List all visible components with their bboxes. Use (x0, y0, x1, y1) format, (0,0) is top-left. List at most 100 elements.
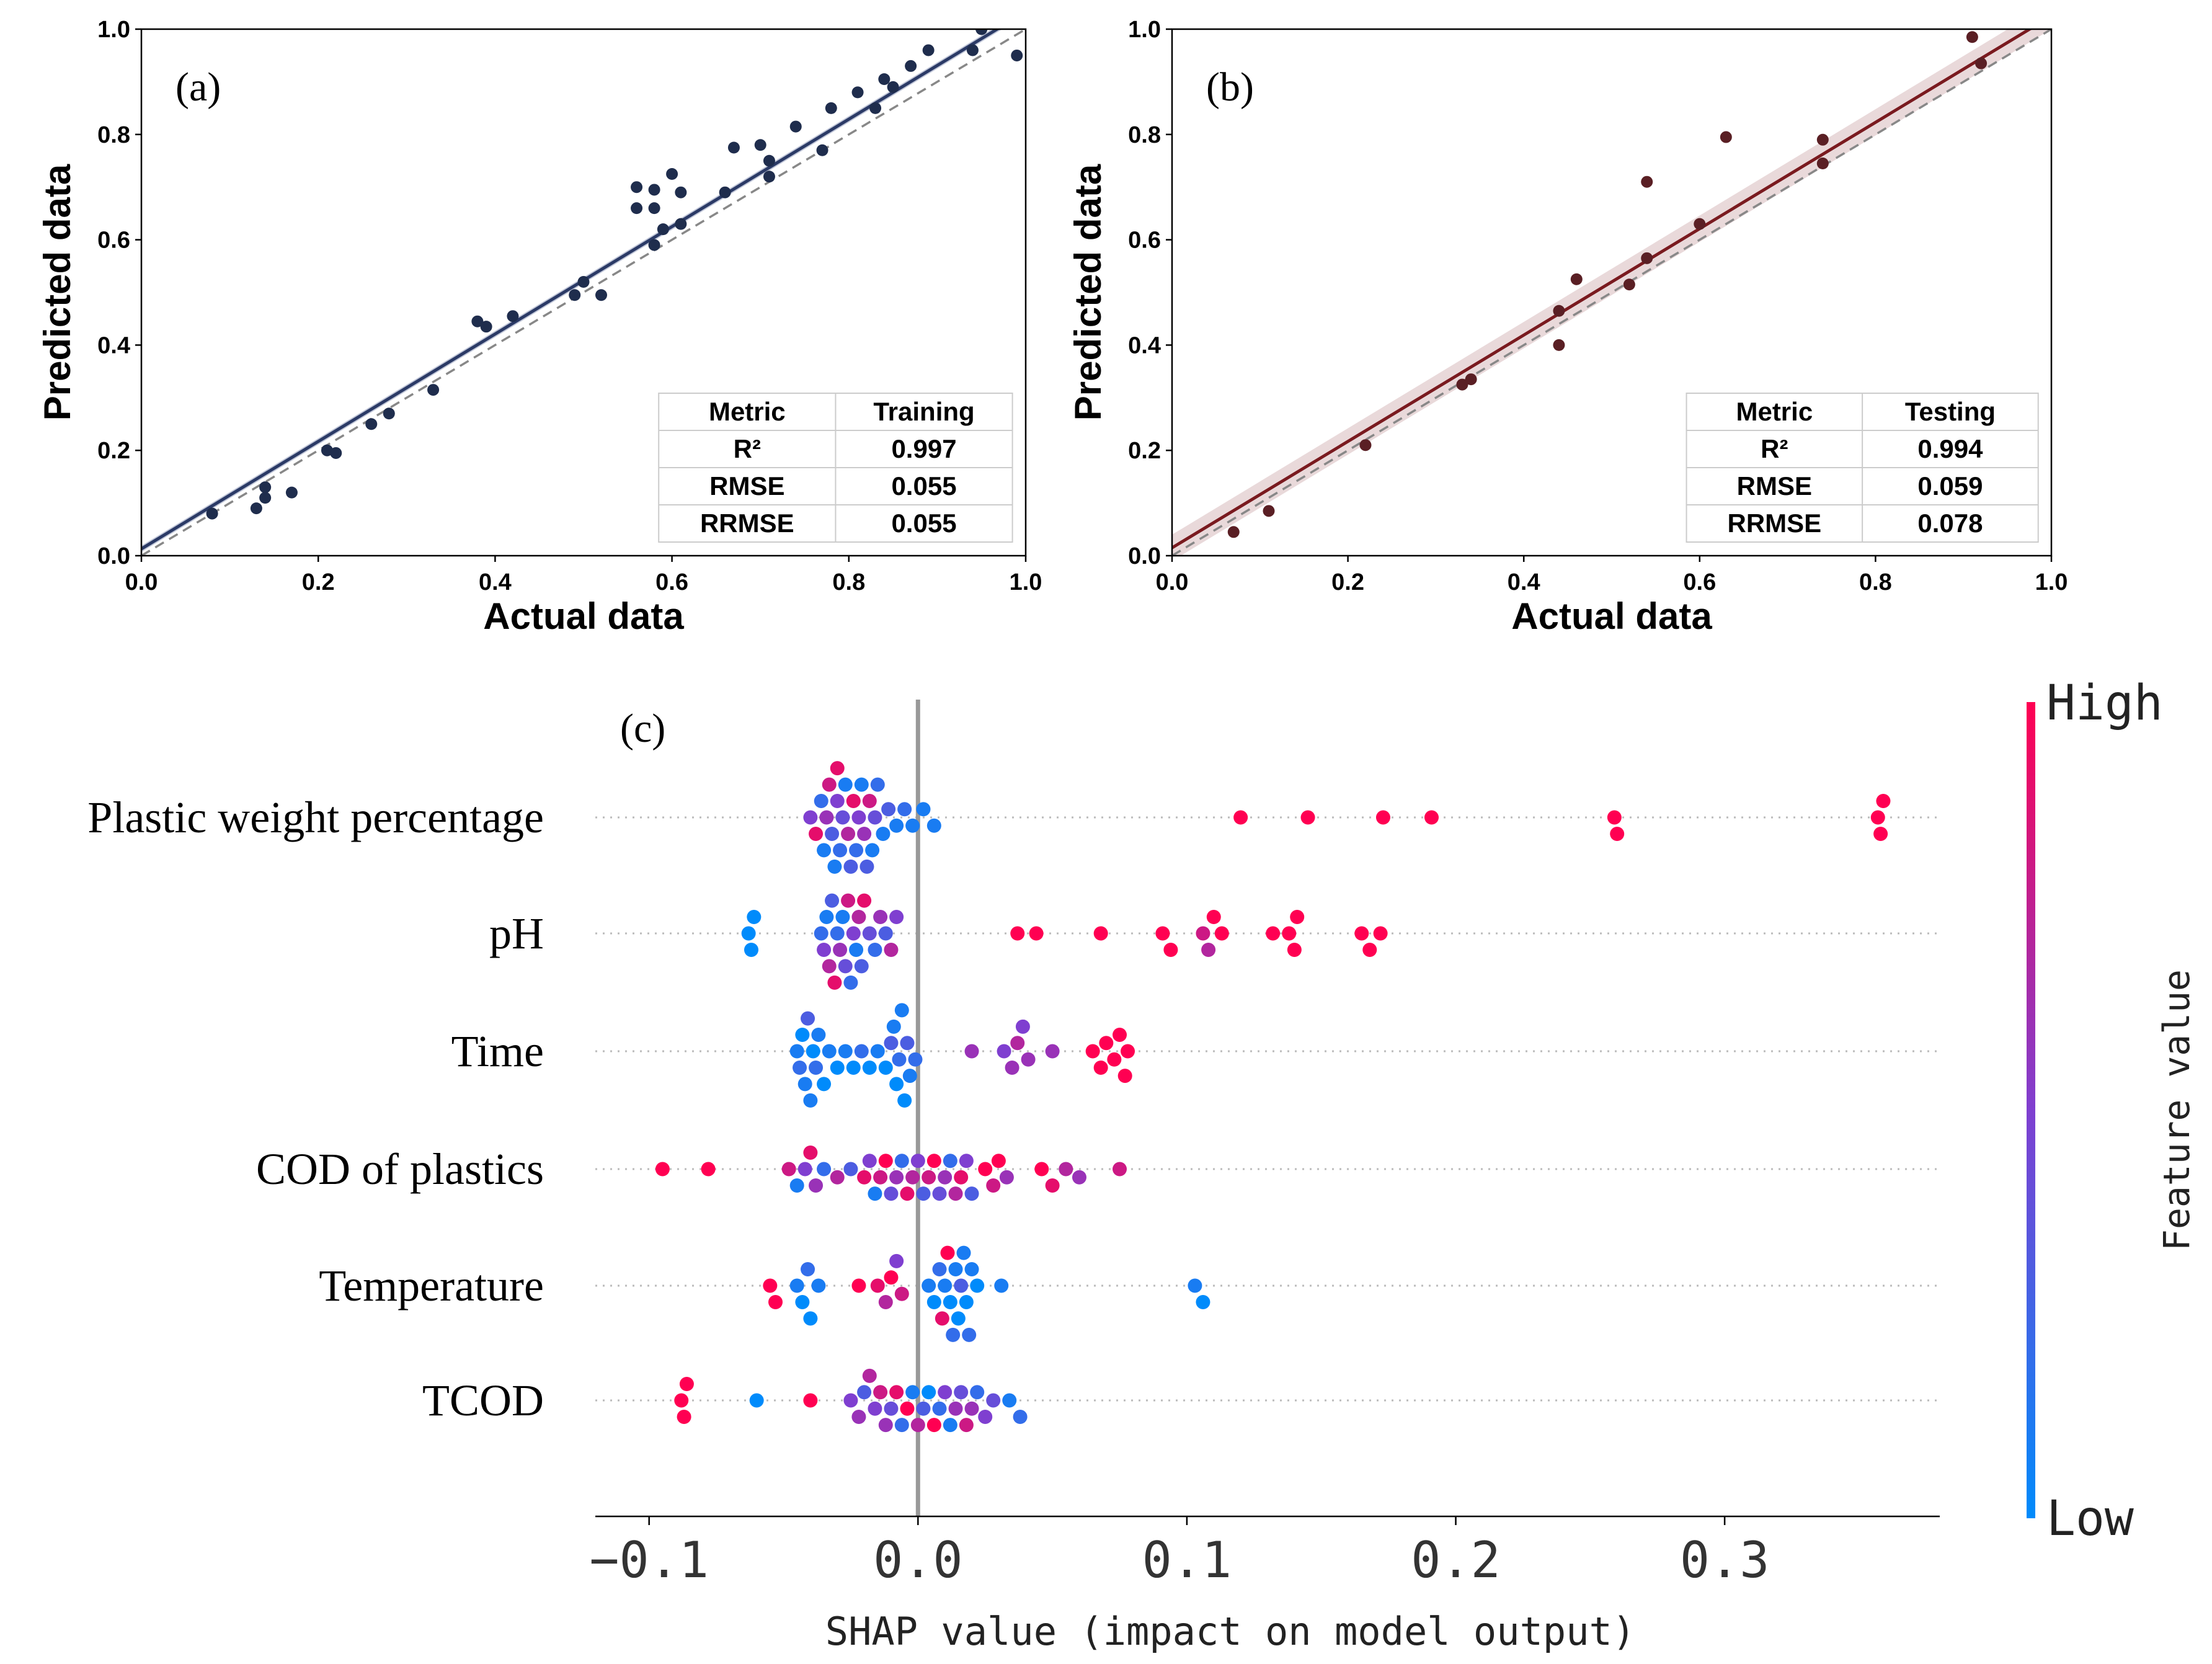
shap-point (951, 1311, 966, 1326)
shap-point (862, 1060, 877, 1075)
shap-point (1282, 926, 1297, 941)
shap-point (841, 826, 856, 841)
x-tick-label: 1.0 (1010, 569, 1042, 595)
shap-point (795, 1028, 810, 1043)
shap-point (801, 1011, 815, 1026)
shap-point (884, 1036, 899, 1051)
shap-point (843, 859, 858, 874)
shap-point (1354, 926, 1369, 941)
shap-point (948, 1186, 963, 1201)
shap-point (873, 1170, 888, 1185)
shap-point (846, 794, 861, 809)
shap-point (797, 1162, 812, 1177)
shap-point (943, 1418, 957, 1433)
shap-point (964, 1044, 979, 1059)
shap-point (817, 843, 832, 858)
shap-point (819, 810, 834, 825)
y-axis-label: Predicted data (37, 164, 78, 420)
shap-point (825, 826, 840, 841)
shap-point (1099, 1036, 1114, 1051)
shap-x-tick-label: 0.1 (1142, 1531, 1232, 1589)
data-point (1966, 31, 1978, 43)
shap-point (859, 859, 874, 874)
shap-point (1002, 1393, 1017, 1408)
shap-point (991, 1154, 1006, 1168)
shap-point (878, 1418, 893, 1433)
shap-point (1021, 1052, 1036, 1067)
shap-point (803, 1093, 818, 1108)
y-tick-label: 0.6 (97, 228, 130, 254)
shap-point (938, 1170, 953, 1185)
shap-point (862, 1154, 877, 1168)
shap-point (922, 1170, 936, 1185)
shap-point (857, 1385, 872, 1400)
shap-point (878, 1294, 893, 1309)
shap-point (878, 1060, 893, 1075)
shap-point (1034, 1162, 1049, 1177)
shap-point (803, 1311, 818, 1326)
y-tick-label: 0.8 (1128, 122, 1161, 148)
data-point (427, 384, 440, 396)
identity-reference-line (1172, 29, 2051, 556)
shap-point (900, 1186, 915, 1201)
shap-point (1188, 1278, 1202, 1293)
metrics-table-header: Metric (1736, 397, 1813, 426)
shap-point (862, 926, 877, 941)
shap-point (886, 1019, 901, 1034)
shap-point (1196, 1294, 1210, 1309)
y-axis-label: Predicted data (1067, 164, 1109, 420)
y-tick-label: 0.2 (1128, 438, 1161, 464)
shap-point (1607, 810, 1622, 825)
metrics-table-header: Training (873, 397, 974, 426)
shap-point (822, 1044, 837, 1059)
shap-point (838, 1044, 853, 1059)
shap-point (846, 1060, 861, 1075)
shap-point (789, 1178, 804, 1193)
shap-point (870, 1044, 885, 1059)
data-point (259, 492, 272, 504)
feature-label: COD of plastics (256, 1144, 544, 1194)
shap-point (851, 910, 866, 925)
shap-x-axis-label: SHAP value (impact on model output) (825, 1609, 1635, 1654)
shap-point (1107, 1052, 1122, 1067)
parity-plot-testing: 0.0 0.2 0.4 0.6 0.8 1.0 0.0 0.2 0.4 0.6 0.8 1.0 Actu… (1067, 17, 2068, 637)
shap-point (889, 910, 904, 925)
shap-point (970, 1385, 985, 1400)
x-tick-label: 0.2 (302, 569, 335, 595)
colorbar (2027, 702, 2035, 1518)
shap-x-tick-label: 0.3 (1680, 1531, 1770, 1589)
data-point (1816, 133, 1829, 146)
shap-point (1117, 1069, 1132, 1083)
data-point (1227, 526, 1240, 538)
shap-point (854, 1044, 869, 1059)
shap-point (865, 843, 880, 858)
shap-point (835, 910, 850, 925)
shap-point (795, 1294, 810, 1309)
shap-point (870, 1278, 885, 1293)
shap-point (889, 1077, 904, 1092)
plot-area (1172, 29, 2051, 556)
shap-point (803, 1393, 818, 1408)
shap-point (1287, 942, 1302, 957)
shap-point (817, 1162, 832, 1177)
y-tick-label: 0.6 (1128, 228, 1161, 254)
metrics-table-cell: RRMSE (700, 509, 794, 538)
shap-point (830, 794, 845, 809)
shap-point (926, 818, 941, 833)
shap-point (1072, 1170, 1086, 1185)
data-point (922, 44, 935, 56)
shap-point (1873, 826, 1888, 841)
panel-label: (a) (175, 65, 221, 110)
feature-label: Plastic weight percentage (87, 793, 544, 842)
shap-point (851, 1409, 866, 1424)
shap-point (964, 1401, 979, 1416)
shap-point (827, 859, 842, 874)
data-point (754, 139, 766, 151)
shap-point (900, 1401, 915, 1416)
shap-x-tick-label: −0.1 (589, 1531, 709, 1589)
shap-point (830, 926, 845, 941)
x-tick-label: 1.0 (2035, 569, 2068, 595)
shap-point (781, 1162, 796, 1177)
shap-point (1113, 1162, 1127, 1177)
shap-point (999, 1170, 1014, 1185)
